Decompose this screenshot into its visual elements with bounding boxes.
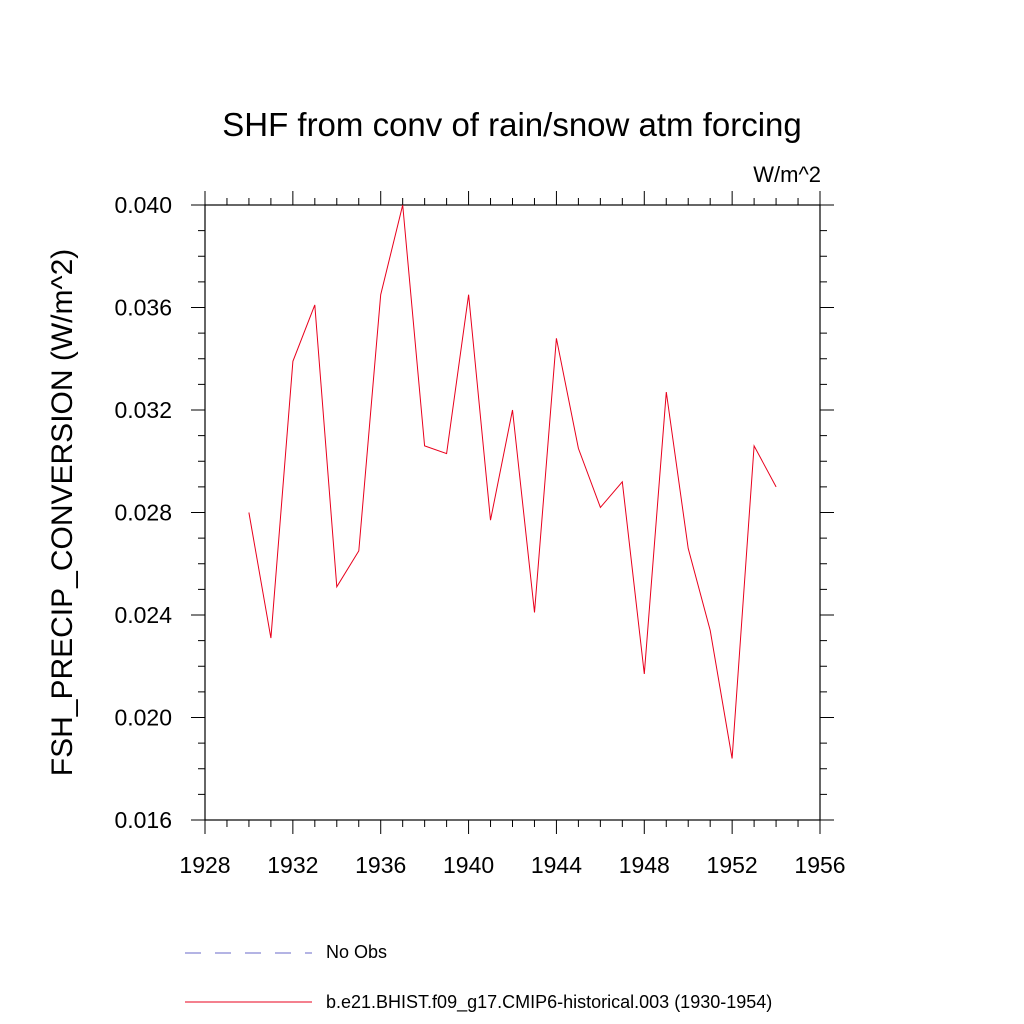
x-tick-label: 1944 [531, 852, 582, 878]
y-tick-label: 0.036 [114, 295, 172, 321]
plot-frame [204, 204, 821, 821]
y-tick-label: 0.032 [114, 397, 172, 423]
y-tick-label: 0.040 [114, 192, 172, 218]
chart-title: SHF from conv of rain/snow atm forcing [222, 106, 802, 143]
y-tick-label: 0.016 [114, 807, 172, 833]
x-tick-label: 1932 [267, 852, 318, 878]
x-tick-label: 1928 [179, 852, 230, 878]
legend-label-historical: b.e21.BHIST.f09_g17.CMIP6-historical.003… [326, 992, 773, 1012]
series-line-0 [248, 204, 777, 759]
y-axis-label: FSH_PRECIP_CONVERSION (W/m^2) [46, 249, 79, 776]
y-tick-label: 0.024 [114, 602, 172, 628]
y-tick-label: 0.028 [114, 500, 172, 526]
x-tick-label: 1940 [443, 852, 494, 878]
x-tick-label: 1952 [707, 852, 758, 878]
legend-label-no-obs: No Obs [326, 942, 388, 962]
y-tick-label: 0.020 [114, 705, 172, 731]
x-tick-label: 1948 [619, 852, 670, 878]
x-tick-label: 1956 [794, 852, 845, 878]
x-tick-label: 1936 [355, 852, 406, 878]
units-label: W/m^2 [753, 162, 821, 187]
